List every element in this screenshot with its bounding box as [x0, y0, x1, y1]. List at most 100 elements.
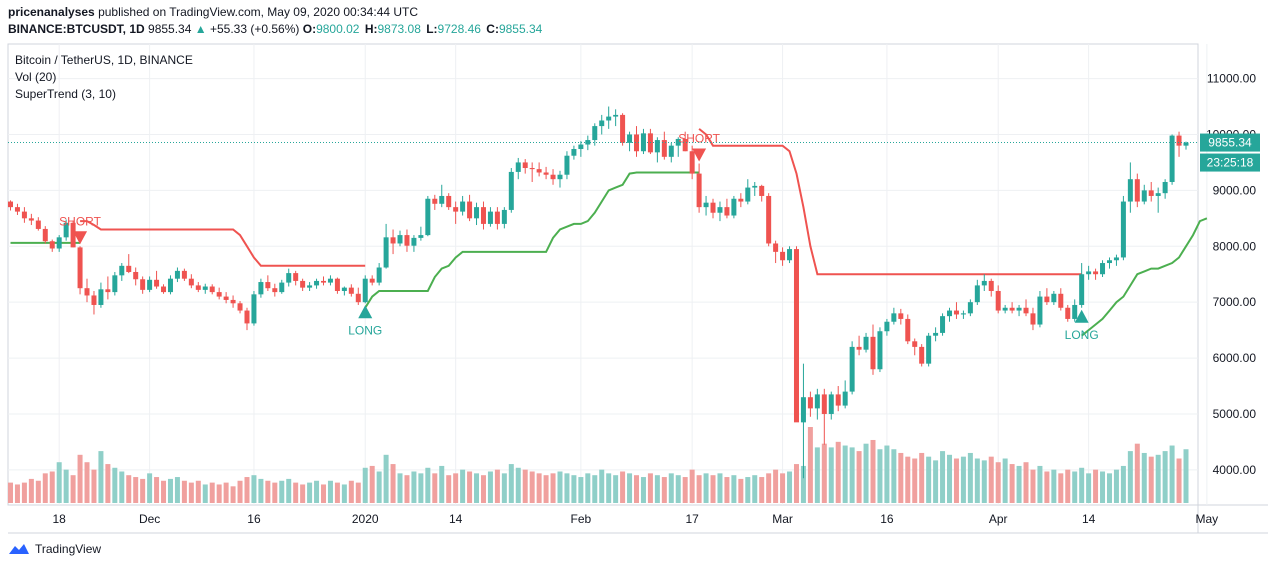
x-tick-label: Feb — [571, 512, 592, 526]
volume-bar — [467, 471, 473, 503]
candle-body — [967, 302, 973, 314]
volume-bar — [661, 477, 667, 503]
candle-body — [731, 198, 737, 216]
candle-body — [418, 235, 424, 238]
volume-bar — [327, 480, 333, 503]
change-value: +55.33 (+0.56%) — [209, 22, 300, 36]
candle-body — [70, 222, 76, 248]
candle-body — [1065, 307, 1071, 319]
candle-body — [341, 287, 347, 291]
candle-body — [689, 151, 695, 174]
volume-bar — [348, 480, 354, 503]
candle-body — [181, 270, 187, 279]
volume-bar — [807, 427, 813, 503]
candle-body — [592, 126, 598, 141]
volume-bar — [383, 454, 389, 503]
candle-body — [745, 187, 751, 202]
candle-body — [369, 278, 375, 283]
tradingview-footer[interactable]: TradingView — [8, 542, 101, 556]
volume-bar — [1141, 452, 1147, 503]
volume-bar — [933, 460, 939, 503]
candle-body — [828, 394, 834, 414]
volume-bar — [1079, 467, 1085, 503]
volume-bar — [258, 478, 264, 503]
candle-body — [42, 228, 48, 242]
candle-body — [620, 114, 626, 143]
volume-bar — [988, 456, 994, 503]
candle-body — [188, 278, 194, 286]
volume-bar — [84, 462, 90, 503]
volume-bar — [432, 473, 438, 503]
supertrend-line — [80, 220, 366, 267]
volume-bar — [1148, 456, 1154, 503]
volume-bar — [592, 475, 598, 503]
volume-bar — [1023, 462, 1029, 503]
candle-body — [35, 220, 41, 229]
candle-body — [724, 207, 730, 216]
volume-bar — [1127, 451, 1133, 503]
y-tick-label: 6000.00 — [1213, 351, 1257, 365]
volume-bar — [1169, 445, 1175, 503]
volume-bar — [439, 465, 445, 503]
volume-bar — [1120, 465, 1126, 503]
volume-bar — [188, 482, 194, 503]
volume-bar — [863, 443, 869, 503]
candle-body — [161, 286, 167, 293]
supertrend-line — [698, 128, 1082, 276]
volume-bar — [953, 458, 959, 503]
candle-body — [668, 145, 674, 157]
high-value: 9873.08 — [377, 22, 421, 36]
x-tick-label: May — [1196, 512, 1219, 526]
candle-body — [230, 299, 236, 304]
volume-bar — [856, 451, 862, 503]
x-tick-label: 16 — [247, 512, 261, 526]
volume-bar — [147, 473, 153, 503]
candle-body — [460, 201, 466, 212]
candle-body — [661, 140, 667, 157]
candle-body — [1044, 296, 1050, 303]
volume-bar — [161, 480, 167, 503]
countdown-tag-text: 23:25:18 — [1207, 156, 1254, 170]
candle-body — [453, 207, 459, 212]
volume-bar — [668, 473, 674, 503]
volume-bar — [515, 467, 521, 503]
candle-body — [682, 138, 688, 152]
x-tick-label: 18 — [53, 512, 67, 526]
candle-body — [279, 282, 285, 293]
candle-body — [467, 201, 473, 219]
volume-bar — [967, 452, 973, 503]
publisher-name[interactable]: pricenanalyses — [8, 5, 95, 19]
volume-bar — [717, 473, 723, 503]
candle-body — [272, 288, 278, 293]
open-value: 9800.02 — [316, 22, 360, 36]
volume-bar — [1016, 465, 1022, 503]
candle-body — [77, 247, 83, 289]
volume-bar — [926, 456, 932, 503]
volume-bar — [627, 473, 633, 503]
volume-bar — [1183, 449, 1189, 503]
candle-body — [807, 397, 813, 409]
x-tick-label: 16 — [880, 512, 894, 526]
volume-bar — [14, 484, 20, 503]
candle-body — [202, 286, 208, 290]
volume-bar — [1044, 471, 1050, 503]
volume-bar — [453, 473, 459, 503]
legend-volume[interactable]: Vol (20) — [15, 70, 57, 84]
legend-title[interactable]: Bitcoin / TetherUS, 1D, BINANCE — [15, 53, 193, 67]
signal-label: LONG — [348, 323, 382, 337]
candle-body — [960, 313, 966, 315]
legend-supertrend[interactable]: SuperTrend (3, 10) — [15, 87, 116, 101]
low-value: 9728.46 — [437, 22, 481, 36]
candle-body — [327, 278, 333, 283]
candle-body — [119, 265, 125, 276]
candle-body — [63, 222, 69, 238]
candle-body — [439, 195, 445, 204]
signal-label: LONG — [1065, 328, 1099, 342]
volume-bar — [307, 482, 313, 503]
candle-body — [140, 279, 146, 290]
volume-bar — [613, 475, 619, 503]
candle-body — [981, 280, 987, 286]
candle-body — [355, 293, 361, 303]
candle-body — [84, 288, 90, 296]
